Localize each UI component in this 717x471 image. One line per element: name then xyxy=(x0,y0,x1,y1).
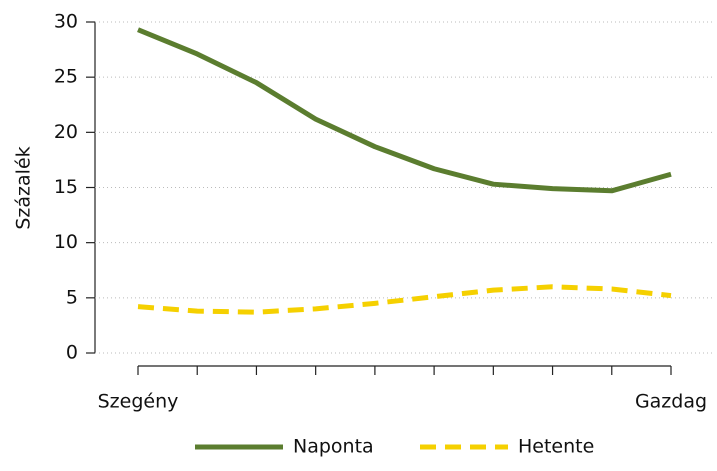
y-tick-label: 0 xyxy=(66,342,78,364)
y-tick-label: 25 xyxy=(54,66,78,88)
legend-label: Hetente xyxy=(518,436,594,458)
y-axis-label: Százalék xyxy=(13,146,35,229)
x-tick-label: Gazdag xyxy=(635,391,707,413)
x-tick-label: Szegény xyxy=(98,391,179,413)
y-tick-label: 30 xyxy=(54,11,78,33)
y-tick-label: 20 xyxy=(54,121,78,143)
legend-label: Naponta xyxy=(293,436,374,458)
y-tick-label: 10 xyxy=(54,231,78,253)
y-tick-label: 15 xyxy=(54,176,78,198)
line xyxy=(137,27,672,194)
y-tick-label: 5 xyxy=(66,286,78,308)
line xyxy=(137,284,672,315)
